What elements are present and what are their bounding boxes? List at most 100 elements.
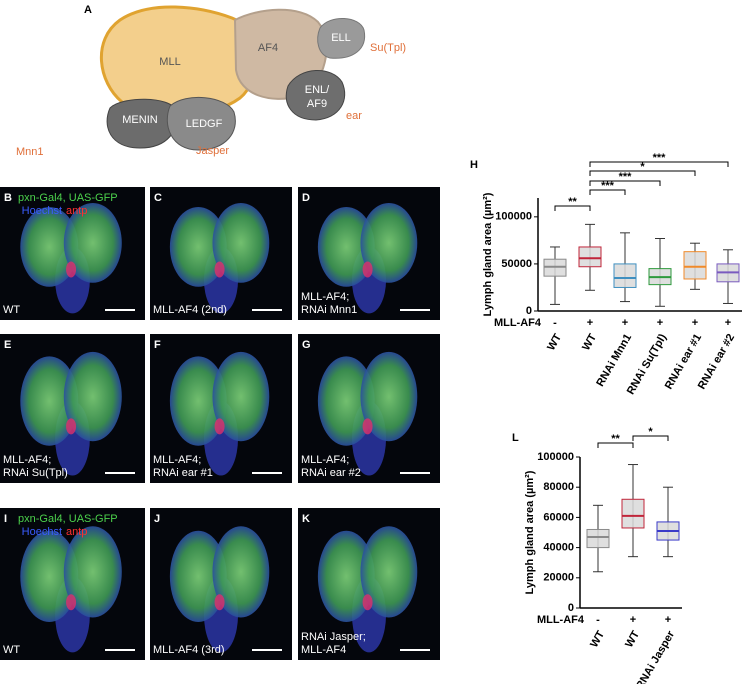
legend: antp (66, 526, 87, 538)
x-tick-label: WT (545, 332, 564, 353)
antp-signal (66, 418, 77, 435)
lobe (20, 356, 79, 446)
genotype: - (596, 614, 600, 626)
caption: RNAi Su(Tpl) (3, 467, 68, 479)
significance-bracket (589, 180, 661, 186)
lobe (169, 206, 227, 287)
box (621, 498, 645, 529)
significance: ** (568, 196, 577, 208)
significance: *** (601, 180, 615, 192)
lobe (169, 356, 227, 446)
significance-bracket (632, 435, 669, 441)
caption: RNAi ear #1 (153, 467, 213, 479)
lobe (20, 206, 79, 287)
legend: Hoechst (22, 526, 62, 538)
lobe (212, 351, 270, 442)
panel-letter: J (154, 513, 160, 525)
caption: WT (3, 644, 20, 656)
node-label: ELL (331, 32, 351, 44)
partner-label: ear (346, 110, 362, 122)
lobe (63, 202, 122, 283)
y-tick-label: 0 (568, 602, 574, 614)
antp-signal (362, 418, 373, 435)
genotype: + (587, 317, 593, 329)
partner-label: Jasper (196, 145, 229, 157)
y-tick-label: 20000 (543, 572, 574, 584)
node-label: AF9 (307, 98, 327, 110)
y-tick-label: 40000 (543, 542, 574, 554)
significance: * (648, 426, 653, 438)
significance-bracket (589, 170, 696, 176)
legend: antp (66, 205, 87, 217)
legend: pxn-Gal4, UAS-GFP (18, 192, 118, 204)
antp-signal (66, 594, 77, 611)
lobe (317, 206, 375, 287)
partner-label: Mnn1 (16, 146, 44, 158)
enl-shape (285, 69, 346, 121)
y-axis-label: Lymph gland area (µm²) (482, 192, 494, 316)
y-tick-label: 60000 (543, 511, 574, 523)
panel-letter: F (154, 339, 161, 351)
genotype: - (553, 317, 557, 329)
x-tick-label: WT (623, 629, 642, 650)
caption: RNAi Mnn1 (301, 304, 357, 316)
node-label: MLL (159, 56, 180, 68)
lobe (212, 202, 270, 283)
genotype: + (630, 614, 636, 626)
box (578, 246, 602, 268)
panel-letter: D (302, 192, 310, 204)
significance-bracket (554, 205, 591, 211)
lobe (63, 526, 122, 618)
panel-letter: B (4, 192, 12, 204)
diagram (99, 5, 366, 151)
ell-shape (317, 18, 366, 59)
legend: Hoechst (22, 205, 62, 217)
panel-letter: I (4, 513, 7, 525)
caption: MLL-AF4 (301, 644, 346, 656)
panel-letter: L (512, 432, 519, 444)
antp-signal (214, 594, 225, 611)
caption: WT (3, 304, 20, 316)
caption: RNAi Jasper; (301, 631, 366, 643)
node-label: AF4 (258, 42, 278, 54)
y-tick-label: 0 (526, 305, 532, 317)
significance: * (640, 161, 645, 173)
lobe (317, 356, 375, 446)
box (683, 251, 707, 280)
panel-letter: H (470, 159, 478, 171)
lobe (360, 202, 418, 283)
caption: RNAi ear #2 (301, 467, 361, 479)
antp-signal (214, 418, 225, 435)
panel-letter: C (154, 192, 162, 204)
caption: MLL-AF4; (153, 454, 201, 466)
node-label: MENIN (122, 114, 158, 126)
antp-signal (66, 261, 77, 278)
significance: ** (611, 433, 620, 445)
legend: pxn-Gal4, UAS-GFP (18, 513, 118, 525)
significance: *** (653, 152, 667, 164)
lobe (360, 351, 418, 442)
genotype: + (692, 317, 698, 329)
lobe (169, 530, 227, 623)
caption: MLL-AF4 (2nd) (153, 304, 227, 316)
y-axis-label: Lymph gland area (µm²) (524, 470, 536, 594)
significance-bracket (589, 189, 626, 195)
x-tick-label: WT (588, 629, 607, 650)
lobe (20, 530, 79, 623)
lobe (317, 530, 375, 623)
partner-label: Su(Tpl) (370, 42, 406, 54)
genotype: + (622, 317, 628, 329)
lobe (63, 351, 122, 442)
caption: MLL-AF4; (301, 291, 349, 303)
genotype: + (665, 614, 671, 626)
panel-letter: A (84, 4, 92, 16)
genotype: + (725, 317, 731, 329)
caption: MLL-AF4; (3, 454, 51, 466)
ledgf-shape (166, 96, 236, 151)
antp-signal (362, 261, 373, 278)
box (613, 263, 637, 288)
box (586, 528, 610, 549)
panel-letter: E (4, 339, 11, 351)
